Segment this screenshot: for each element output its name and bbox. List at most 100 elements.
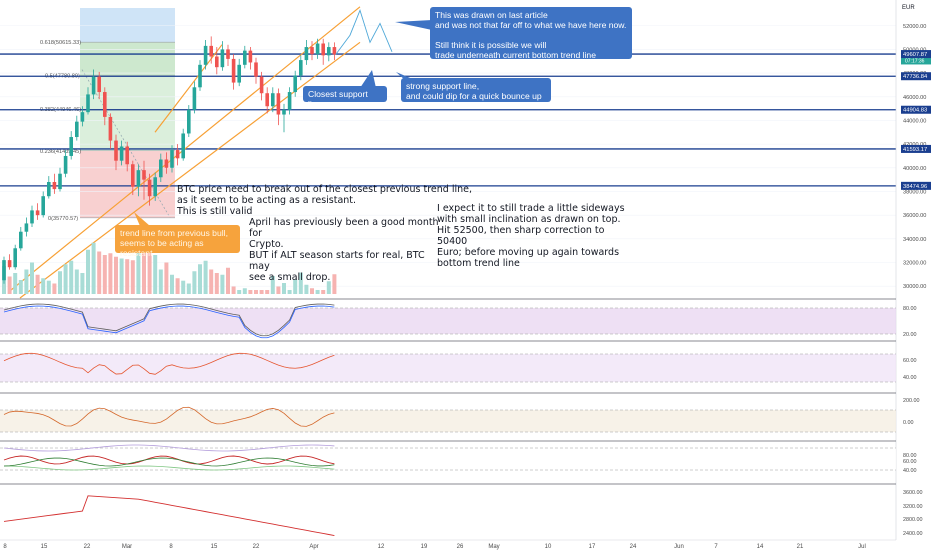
candle-body: [332, 47, 337, 55]
volume-bar: [130, 260, 135, 294]
volume-bar: [80, 273, 85, 294]
volume-bar: [304, 284, 309, 294]
panel-tick: 80.00: [903, 306, 917, 312]
candle-body: [175, 150, 180, 159]
time-tick: 24: [630, 544, 637, 550]
candle-body: [35, 210, 40, 216]
volume-bar: [293, 279, 298, 294]
volume-bar: [147, 248, 152, 294]
volume-bar: [226, 267, 230, 294]
candle-body: [147, 179, 152, 197]
candle-body: [30, 210, 34, 224]
candle-body: [131, 164, 135, 187]
candle-body: [248, 50, 253, 63]
volume-bar: [231, 286, 236, 294]
candle-body: [75, 121, 79, 138]
fib-zone-green-1: [80, 42, 175, 76]
price-badge: [901, 50, 931, 59]
april-note: April has previously been a good month f…: [249, 217, 439, 283]
panel-tick: 40.00: [903, 375, 917, 381]
candle-body: [41, 196, 45, 216]
candle-body: [108, 116, 113, 141]
candle-body: [103, 92, 107, 117]
volume-bar: [192, 271, 197, 294]
panel-tick: 200.00: [903, 398, 920, 404]
fib-label: 0.236(41439.45): [40, 149, 81, 155]
volume-bar: [181, 280, 186, 294]
panel-band: [0, 354, 896, 382]
rsi-line: [3, 352, 335, 375]
candle-body: [119, 146, 124, 161]
volume-bar: [13, 273, 18, 294]
candle-body: [19, 231, 23, 249]
candle-body: [58, 173, 62, 190]
time-tick: 22: [253, 544, 260, 550]
candle-body: [86, 94, 90, 113]
fib-diagonal: [81, 69, 171, 218]
fib-zone-green-2: [80, 75, 175, 151]
candle-body: [80, 112, 85, 122]
candle-body: [226, 49, 230, 59]
candle-body: [69, 137, 73, 156]
price-tick: 30000.00: [903, 284, 926, 290]
candle-body: [52, 182, 57, 190]
candle-body: [276, 93, 281, 115]
price-tick: 38000.00: [903, 189, 926, 195]
volume-bar: [91, 242, 96, 294]
callout-pointer: [134, 212, 150, 226]
time-tick: 12: [378, 544, 385, 550]
candle-body: [282, 109, 286, 115]
volume-bar: [198, 264, 202, 294]
candle-body: [315, 43, 320, 55]
panel-tick: 20.00: [903, 332, 917, 338]
candle-body: [2, 260, 6, 281]
time-tick: 21: [797, 544, 804, 550]
price-badge-time: 07:17:36: [905, 58, 925, 64]
time-tick: May: [488, 544, 499, 550]
candle-body: [243, 50, 247, 65]
price-tick: 36000.00: [903, 213, 926, 219]
candle-body: [114, 140, 118, 161]
atr-line: [3, 495, 335, 536]
volume-bar: [58, 271, 62, 294]
volume-bar: [203, 260, 208, 294]
volume-bar: [237, 290, 242, 294]
top-callout: This was drawn on last article and was n…: [430, 7, 632, 70]
stoch-k-line: [3, 305, 335, 339]
candle-body: [181, 133, 185, 159]
volume-bar: [259, 290, 264, 294]
candle-body: [299, 60, 303, 76]
volume-bar: [220, 274, 225, 294]
candle-body: [192, 87, 197, 110]
volume-bar: [30, 262, 34, 294]
time-tick: 8: [3, 544, 7, 550]
panel-tick: 2800.00: [903, 517, 923, 523]
volume-bar: [142, 251, 146, 294]
candle-body: [24, 223, 29, 232]
candle-body: [170, 150, 174, 168]
candle-body: [254, 62, 258, 77]
price-tick: 32000.00: [903, 260, 926, 266]
volume-bar: [248, 290, 253, 294]
price-tick: 40000.00: [903, 166, 926, 172]
candle-body: [136, 170, 141, 187]
candle-body: [215, 56, 219, 68]
panel-band: [0, 410, 896, 432]
stoch-d-line: [3, 303, 335, 337]
panel-tick: 3600.00: [903, 490, 923, 496]
volume-bar: [315, 290, 320, 294]
candle-body: [287, 92, 292, 110]
multi-line-darkgreen: [3, 457, 335, 467]
trend-line-lower: [19, 41, 361, 299]
volume-bar: [214, 273, 219, 294]
candle-body: [271, 93, 275, 107]
fib-label: 0.618(50615.33): [40, 40, 81, 46]
panel-tick: 2400.00: [903, 531, 923, 537]
fib-label: 0(35770.57): [48, 216, 78, 222]
candle-body: [310, 47, 314, 55]
time-tick: Apr: [309, 544, 318, 550]
volume-bar: [270, 276, 275, 294]
price-badge: [901, 72, 931, 81]
